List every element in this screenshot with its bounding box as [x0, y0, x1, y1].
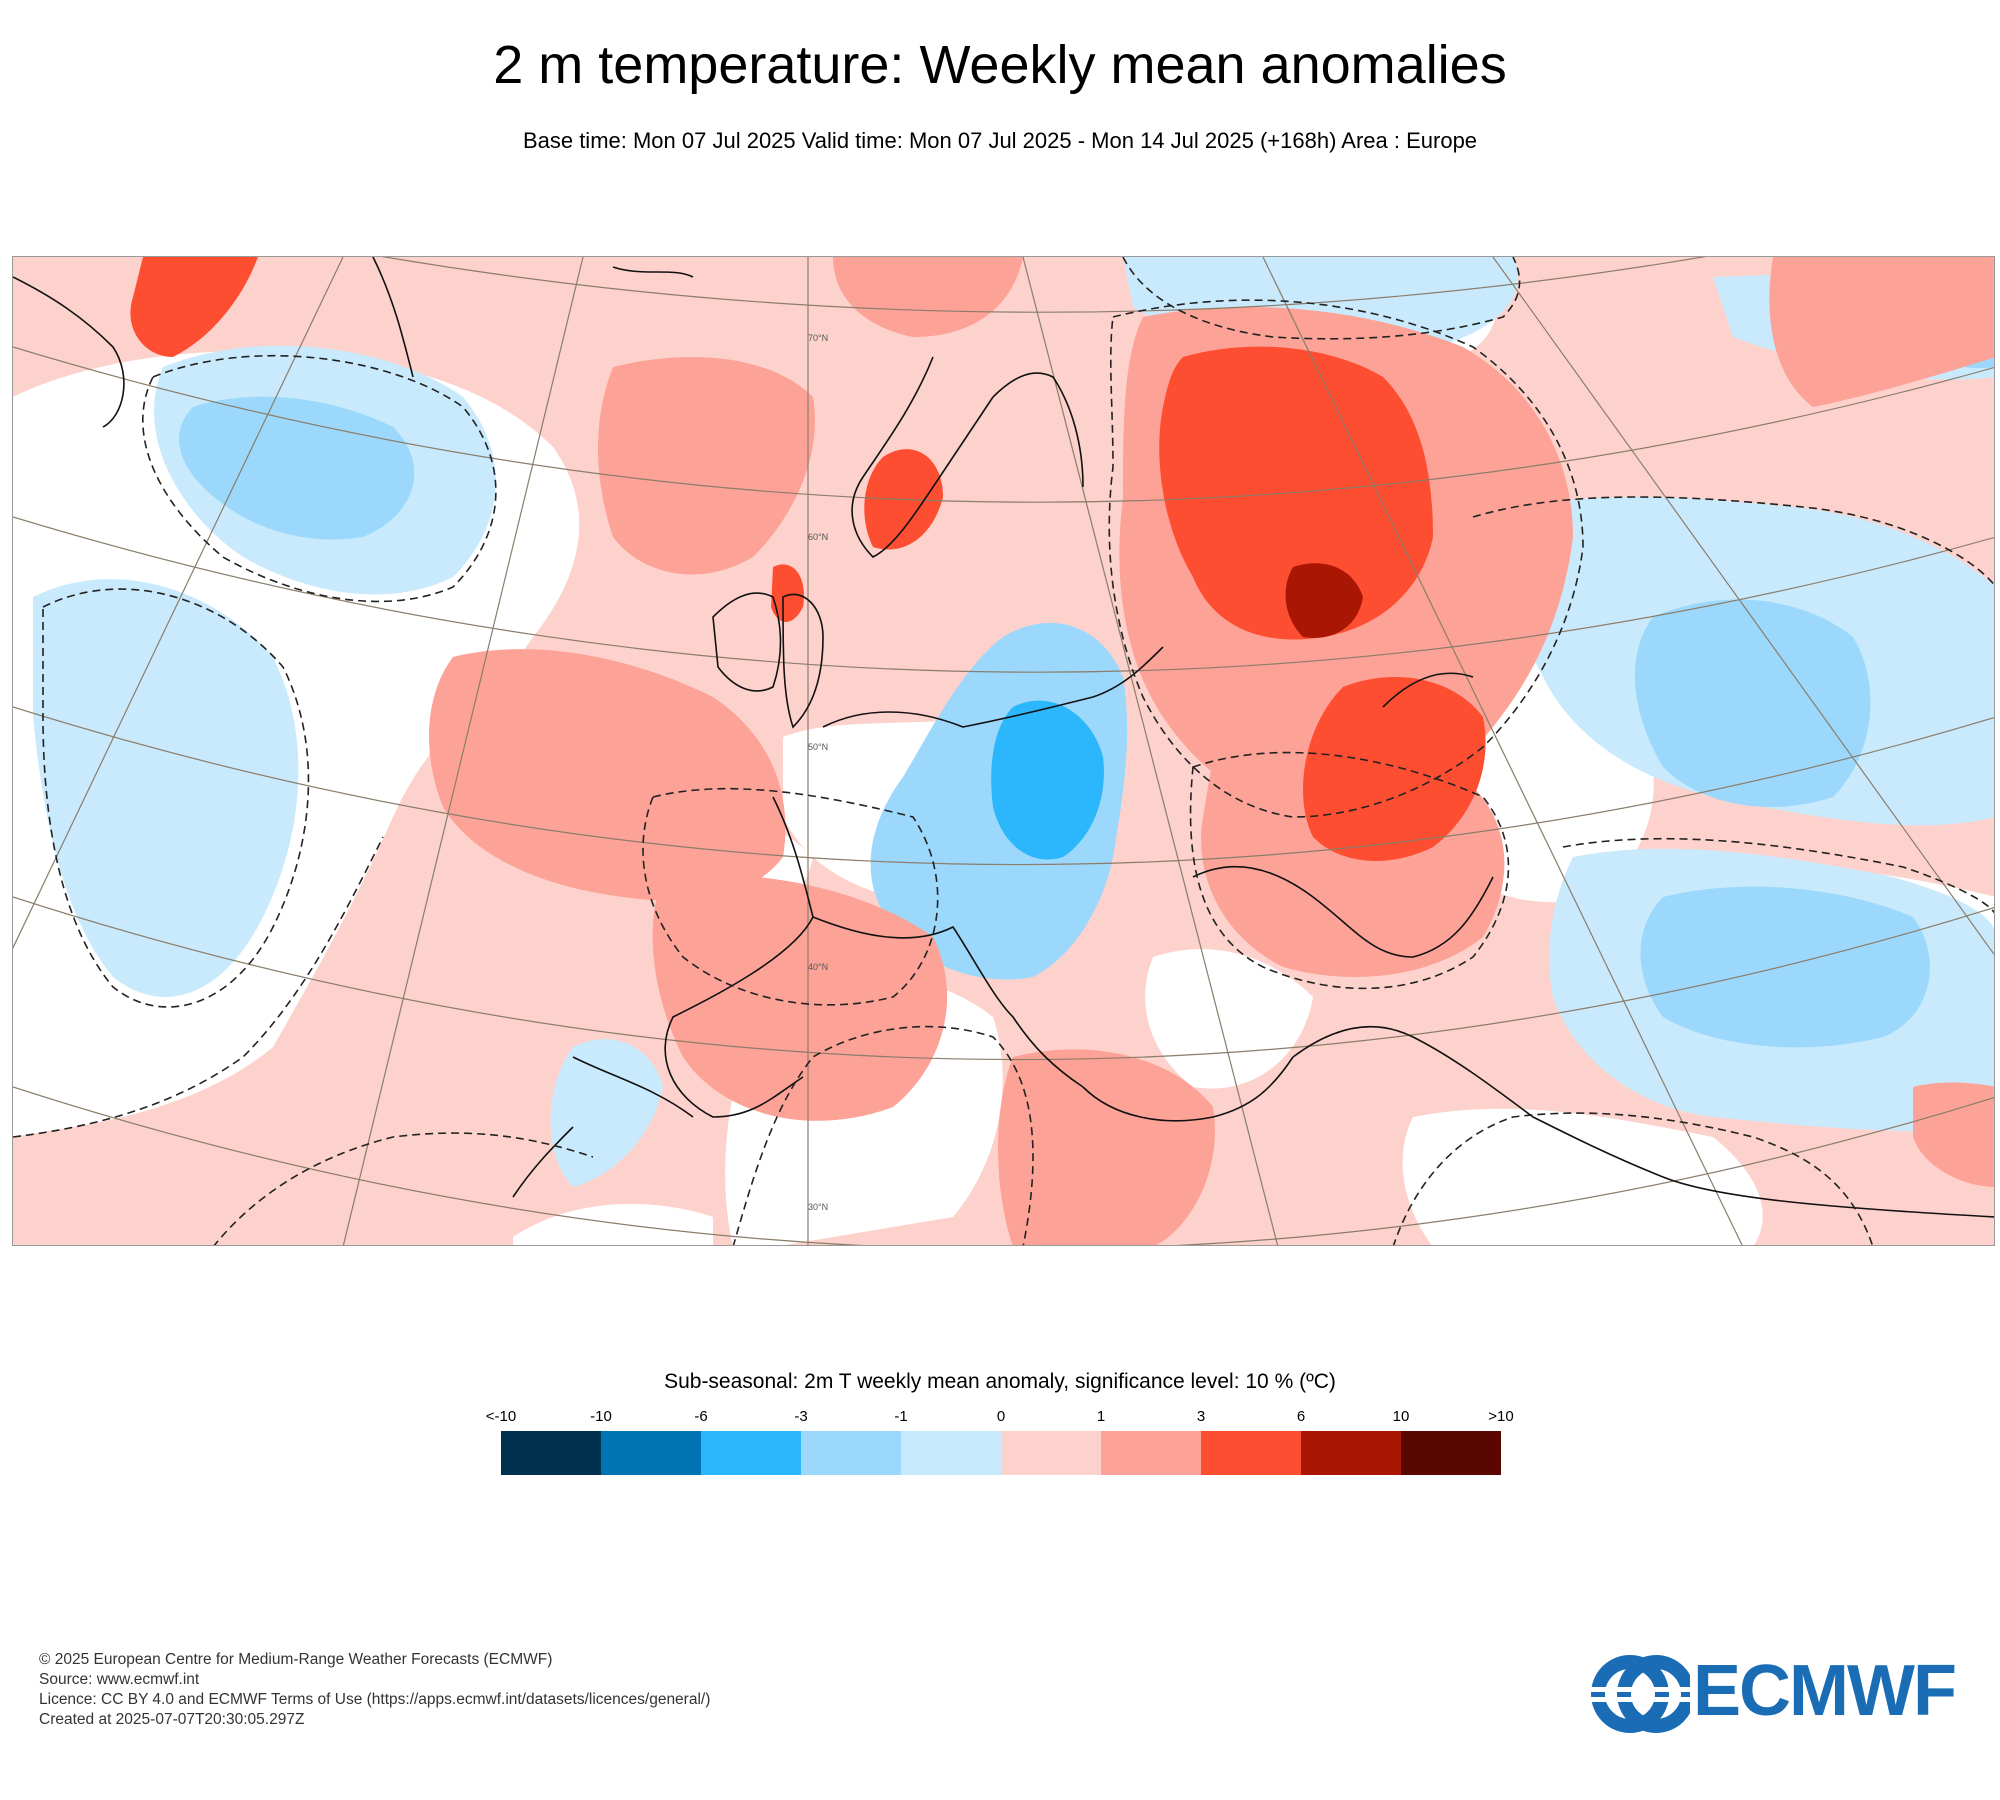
legend-swatch: [1101, 1431, 1201, 1475]
created-timestamp: Created at 2025-07-07T20:30:05.297Z: [39, 1711, 305, 1728]
licence-text: Licence: CC BY 4.0 and ECMWF Terms of Us…: [39, 1691, 711, 1708]
legend-swatch: [1001, 1431, 1101, 1475]
legend-swatch: [1401, 1431, 1501, 1475]
legend-swatch: [601, 1431, 701, 1475]
warm-core: [1285, 563, 1363, 638]
legend-swatch: [901, 1431, 1001, 1475]
legend-ticks: <-10 -10 -6 -3 -1 0 1 3 6 10 >10: [0, 1408, 2000, 1428]
legend-swatch: [1201, 1431, 1301, 1475]
legend-tick: -10: [590, 1408, 612, 1425]
ecmwf-logo-text: ECMWF: [1693, 1651, 1957, 1731]
significance-contours: [13, 257, 1994, 1245]
cool-core: [991, 700, 1104, 860]
ecmwf-logo-icon: [1590, 1655, 1690, 1733]
chart-subtitle: Base time: Mon 07 Jul 2025 Valid time: M…: [522, 128, 1478, 153]
warm-regions-strong: [130, 257, 1486, 861]
legend-swatch: [701, 1431, 801, 1475]
lat-label-70: 70°N: [808, 333, 828, 343]
legend-title: Sub-seasonal: 2m T weekly mean anomaly, …: [664, 1370, 1336, 1393]
copyright-text: © 2025 European Centre for Medium-Range …: [39, 1651, 553, 1668]
legend-tick: -1: [894, 1408, 908, 1425]
graticule: [13, 257, 1994, 1245]
legend-swatch: [501, 1431, 601, 1475]
source-link[interactable]: Source: www.ecmwf.int: [39, 1671, 200, 1688]
legend-tick: -6: [694, 1408, 708, 1425]
legend-tick: 10: [1392, 1408, 1410, 1425]
chart-title: 2 m temperature: Weekly mean anomalies: [493, 35, 1507, 95]
coastlines: [13, 257, 1994, 1218]
legend-tick: 1: [1096, 1408, 1106, 1425]
footer: © 2025 European Centre for Medium-Range …: [39, 1650, 710, 1730]
anomaly-map[interactable]: 70°N 60°N 50°N 40°N 30°N: [12, 256, 1995, 1246]
lat-label-30: 30°N: [808, 1202, 828, 1212]
legend-tick: 3: [1196, 1408, 1206, 1425]
legend-tick: 6: [1296, 1408, 1306, 1425]
legend-tick: <-10: [485, 1408, 517, 1425]
lat-label-50: 50°N: [808, 742, 828, 752]
legend-tick: 0: [996, 1408, 1006, 1425]
lat-label-60: 60°N: [808, 532, 828, 542]
legend-tick: >10: [1488, 1408, 1514, 1425]
legend-swatch: [801, 1431, 901, 1475]
lat-label-40: 40°N: [808, 962, 828, 972]
legend-swatch: [1301, 1431, 1401, 1475]
legend-tick: -3: [794, 1408, 808, 1425]
legend-color-bar: [501, 1431, 1501, 1475]
